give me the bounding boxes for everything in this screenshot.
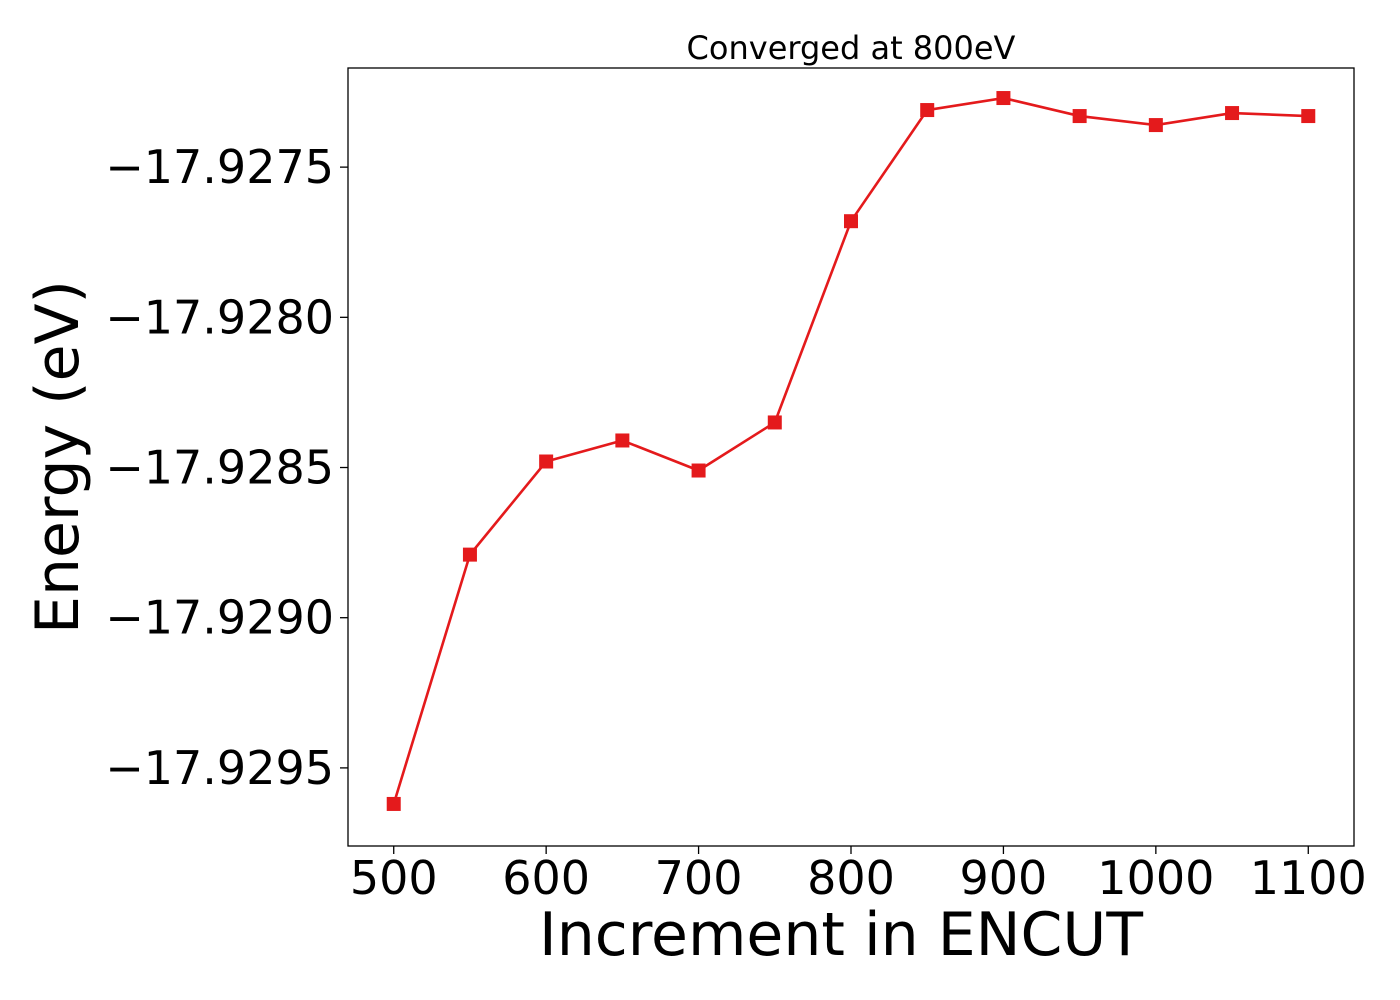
data-point-marker — [920, 103, 935, 118]
data-point-marker — [539, 454, 554, 469]
chart-title: Converged at 800eV — [687, 29, 1016, 67]
data-point-marker — [996, 91, 1011, 106]
x-tick-label: 500 — [350, 851, 438, 905]
y-tick-label: −17.9295 — [105, 741, 334, 795]
data-point-marker — [691, 463, 706, 478]
y-tick-label: −17.9280 — [105, 290, 334, 344]
y-tick-label: −17.9290 — [105, 591, 334, 645]
data-point-marker — [1301, 109, 1316, 124]
data-point-marker — [386, 796, 401, 811]
x-tick-label: 800 — [807, 851, 895, 905]
data-point-marker — [1148, 118, 1163, 133]
x-tick-label: 1100 — [1250, 851, 1367, 905]
x-tick-label: 1000 — [1097, 851, 1214, 905]
y-axis-ticks: −17.9295 −17.9290 −17.9285 −17.9280 −17.9275 — [105, 140, 348, 795]
x-tick-label: 700 — [655, 851, 743, 905]
series-line — [392, 96, 1309, 805]
data-markers — [386, 91, 1316, 811]
data-point-marker — [1072, 109, 1087, 124]
data-point-marker — [844, 214, 858, 229]
x-axis-label: Increment in ENCUT — [539, 900, 1143, 970]
y-tick-label: −17.9275 — [105, 140, 334, 194]
plot-frame — [347, 67, 1355, 847]
data-point-marker — [462, 547, 477, 562]
data-point-marker — [615, 433, 630, 448]
data-point-marker — [767, 415, 782, 430]
x-tick-label: 900 — [960, 851, 1048, 905]
x-axis-ticks: 500 600 700 800 900 1000 1100 — [350, 846, 1367, 905]
data-point-marker — [1225, 106, 1240, 121]
y-axis-label: Energy (eV) — [23, 280, 93, 634]
y-tick-label: −17.9285 — [105, 441, 334, 495]
x-tick-label: 600 — [502, 851, 590, 905]
